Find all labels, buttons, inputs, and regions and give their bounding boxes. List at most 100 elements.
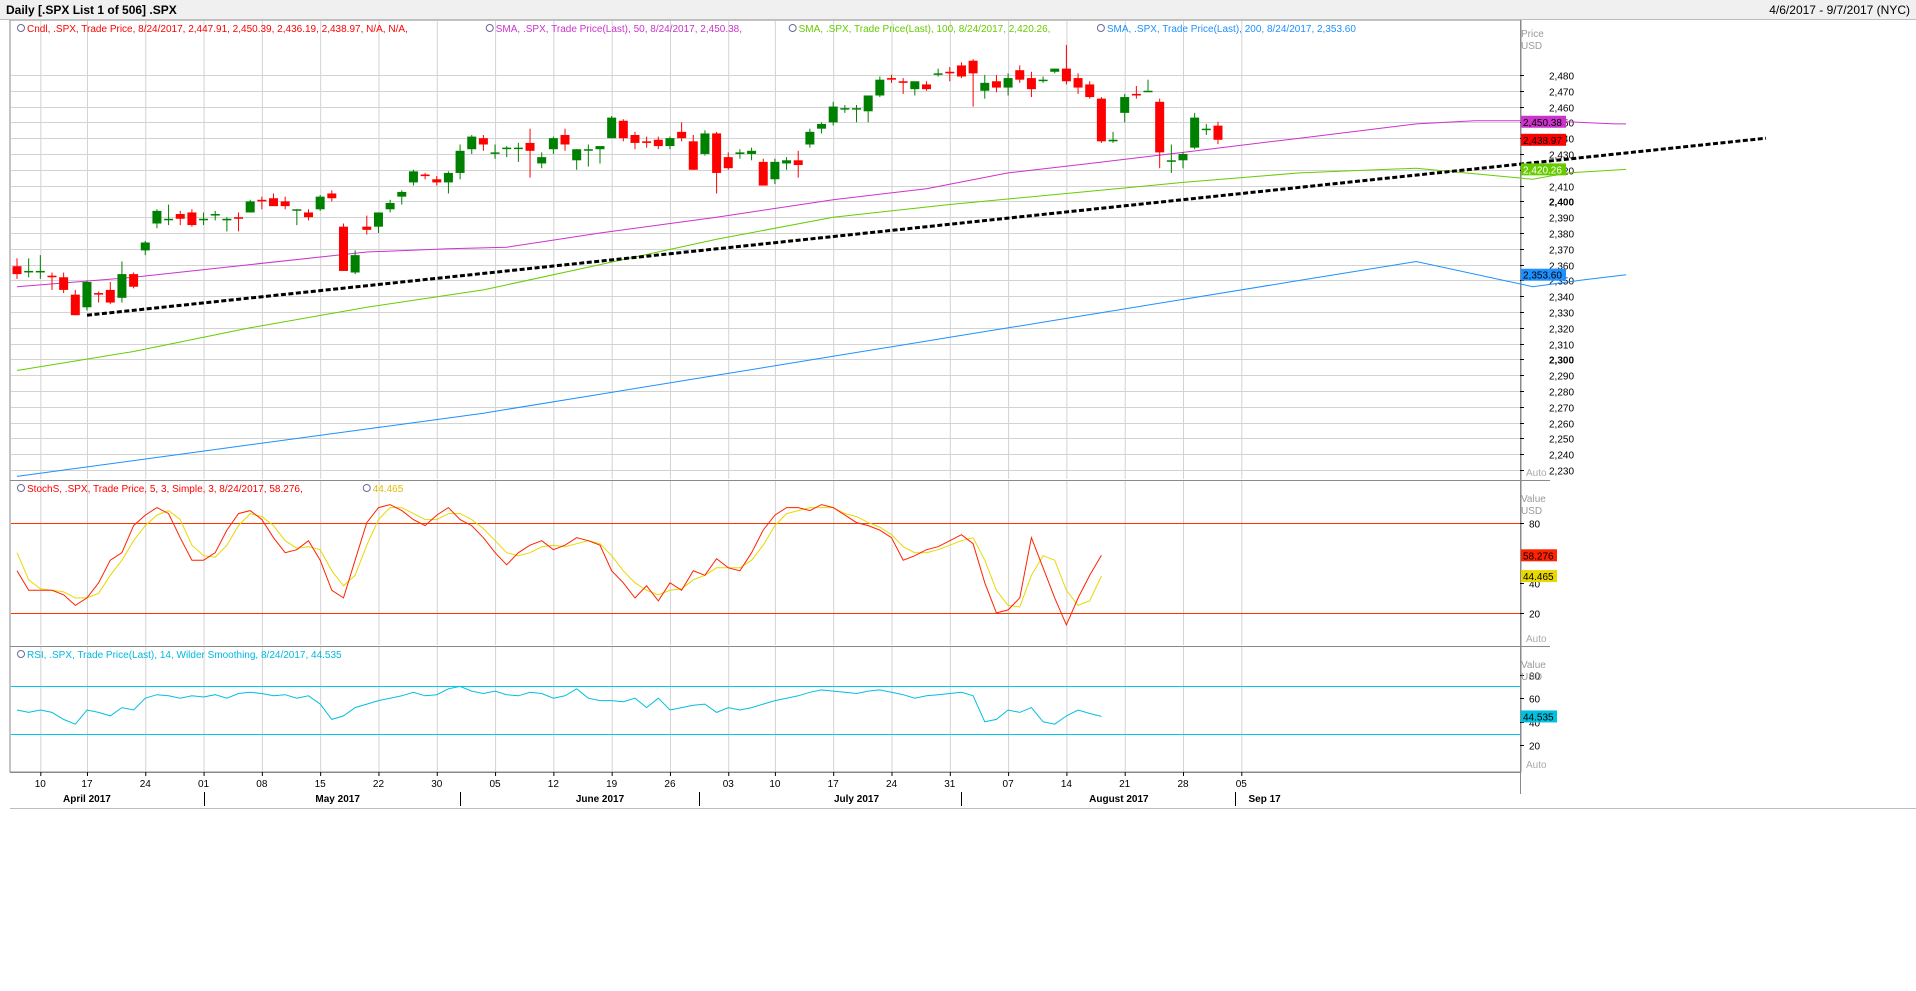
price-tag-0 xyxy=(1521,115,1566,128)
sma100-line xyxy=(16,167,1627,371)
candle-body xyxy=(443,172,453,183)
candle xyxy=(921,81,931,91)
candle-body xyxy=(1038,79,1048,82)
candle-body xyxy=(199,218,209,221)
rsi-tag-label-0: 44.535 xyxy=(1523,712,1554,723)
price-legend-icon-3 xyxy=(1096,24,1105,32)
candle xyxy=(863,95,873,123)
candle xyxy=(1213,121,1223,145)
candle-body xyxy=(642,141,652,143)
candle-body xyxy=(735,152,745,154)
candle xyxy=(642,136,652,148)
candle xyxy=(373,212,383,233)
candle-body xyxy=(82,282,92,308)
price-legend-icon-2 xyxy=(788,24,797,32)
candle-body xyxy=(257,199,267,202)
price-tag-label-3: 2,353.60 xyxy=(1523,271,1562,282)
candle xyxy=(887,74,896,83)
candle xyxy=(338,223,348,271)
candle-body xyxy=(525,142,535,151)
candle xyxy=(618,119,628,142)
candle-body xyxy=(222,218,232,221)
candle xyxy=(82,280,92,311)
price-tick-label: 2,270 xyxy=(1549,404,1574,415)
candle-body xyxy=(1015,70,1025,80)
month-label-2: June 2017 xyxy=(576,794,625,805)
candle xyxy=(828,101,838,126)
candle-body xyxy=(747,150,757,154)
candle-body xyxy=(338,226,348,271)
rsi-auto-label: Auto xyxy=(1526,760,1547,771)
candle xyxy=(362,215,372,235)
candle-body xyxy=(362,226,372,230)
candle-body xyxy=(782,160,792,164)
candle-body xyxy=(1201,128,1211,131)
candle xyxy=(269,193,279,207)
candle-body xyxy=(852,108,862,110)
candle xyxy=(397,190,407,205)
candle xyxy=(758,158,768,186)
candle-body xyxy=(280,201,290,207)
candle-body xyxy=(618,120,628,139)
candle-body xyxy=(455,150,465,173)
price-tick-label: 2,290 xyxy=(1549,372,1574,383)
candle-body xyxy=(117,274,127,298)
candle-body xyxy=(712,133,722,173)
price-legend-icon-1 xyxy=(485,24,494,32)
candle-body xyxy=(688,141,698,170)
candle xyxy=(525,128,535,178)
candle xyxy=(1120,93,1130,123)
candle-body xyxy=(175,214,185,219)
price-tick-label: 2,240 xyxy=(1549,451,1574,462)
candle-body xyxy=(129,274,139,287)
candle-body xyxy=(828,106,838,123)
candle-body xyxy=(12,266,22,275)
candle-body xyxy=(840,108,850,110)
stoch-legend-icon-0 xyxy=(17,484,25,492)
candle-body xyxy=(47,275,57,278)
candle xyxy=(1143,79,1153,93)
candle-body xyxy=(245,201,255,213)
candle-body xyxy=(758,161,768,186)
candle xyxy=(35,255,45,279)
stoch-tag-0 xyxy=(1521,549,1557,562)
x-tick-label-9: 12 xyxy=(548,779,560,790)
candle xyxy=(1178,152,1188,169)
x-tick-label-4: 08 xyxy=(256,779,268,790)
sma200-line xyxy=(16,260,1627,477)
candle xyxy=(432,176,442,186)
price-tick-label: 2,350 xyxy=(1549,277,1574,288)
price-tick-label: 2,470 xyxy=(1549,88,1574,99)
price-tick-label: 2,410 xyxy=(1549,183,1574,194)
price-tick-label: 2,360 xyxy=(1549,262,1574,273)
candle-body xyxy=(1143,90,1153,93)
chart-area[interactable]: 2,230 2,240 2,250 2,260 2,270 2,280 2,290 2,300… xyxy=(0,20,1916,991)
candle xyxy=(723,152,733,170)
candle xyxy=(560,128,570,151)
candle-body xyxy=(991,81,1001,88)
month-label-3: July 2017 xyxy=(834,794,879,805)
x-tick-label-15: 24 xyxy=(886,779,898,790)
candle-body xyxy=(467,136,477,150)
candle xyxy=(770,158,780,184)
x-tick-label-21: 05 xyxy=(1236,779,1248,790)
candle xyxy=(467,135,477,154)
month-label-5: Sep 17 xyxy=(1248,794,1281,805)
candle xyxy=(175,210,185,226)
candle xyxy=(583,144,593,167)
candle xyxy=(117,261,127,303)
x-tick-label-16: 31 xyxy=(944,779,956,790)
month-label-1: May 2017 xyxy=(315,794,360,805)
candle xyxy=(898,78,908,94)
x-tick-label-2: 24 xyxy=(140,779,152,790)
price-tag-3 xyxy=(1521,268,1566,281)
candle-body xyxy=(863,95,873,112)
candle xyxy=(222,217,232,232)
candle xyxy=(980,74,990,99)
window-title: Daily [.SPX List 1 of 506] .SPX xyxy=(6,3,177,17)
candle-body xyxy=(1178,153,1188,161)
x-tick-label-12: 03 xyxy=(723,779,735,790)
candle-body xyxy=(548,138,558,150)
candle xyxy=(502,146,512,158)
candle xyxy=(1166,144,1176,173)
